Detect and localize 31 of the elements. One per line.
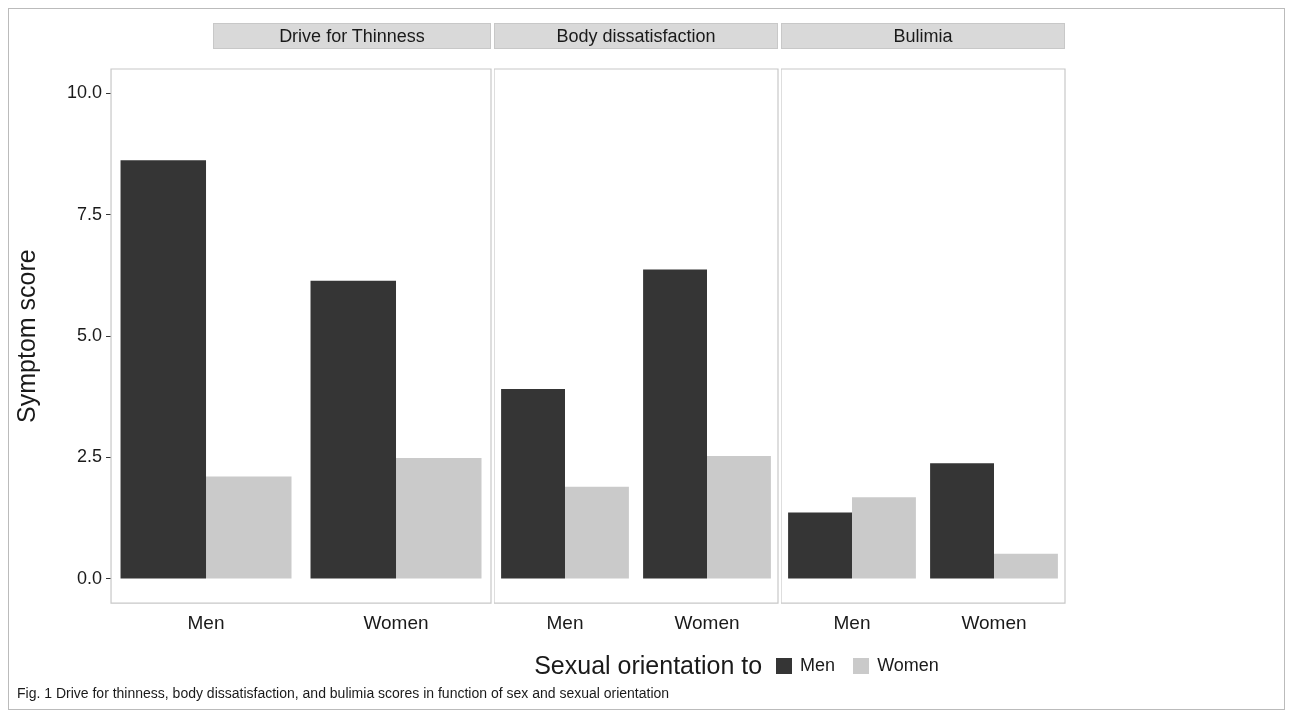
caption: Fig. 1 Drive for thinness, body dissatisfaction, and bulimia scores in function of sex and sexual orientation [17,685,670,701]
y-tick-label: 2.5 [77,446,103,467]
y-tick-label: 10.0 [66,82,103,103]
bar [120,160,207,579]
bar [396,458,482,579]
x-tick-label: Men [833,611,871,633]
x-tick-label: Men [187,611,225,633]
legend-label: Men [800,655,836,676]
legend-label: Women [877,655,939,676]
y-axis-title: Symptom score [11,249,40,423]
chart-title: Drive for Thinness [213,23,491,49]
y-tick-label: 5.0 [77,325,103,346]
bar [852,497,916,579]
bar [994,553,1058,579]
x-tick-label: Women [363,611,429,633]
bar [643,269,707,579]
y-tick-label: 7.5 [77,203,103,224]
bar [707,456,771,579]
chart-title: Bulimia [781,23,1065,49]
x-tick-label: Women [961,611,1027,633]
bar [788,512,852,579]
y-tick-label: 0.0 [77,567,103,588]
x-tick-label: Men [546,611,584,633]
legend-title: Sexual orientation to [534,651,763,680]
bar [206,476,292,579]
bar [310,280,397,579]
bar [501,389,565,579]
chart-title: Body dissatisfaction [494,23,778,49]
bar [565,486,629,579]
x-tick-label: Women [674,611,740,633]
bar [930,463,994,579]
